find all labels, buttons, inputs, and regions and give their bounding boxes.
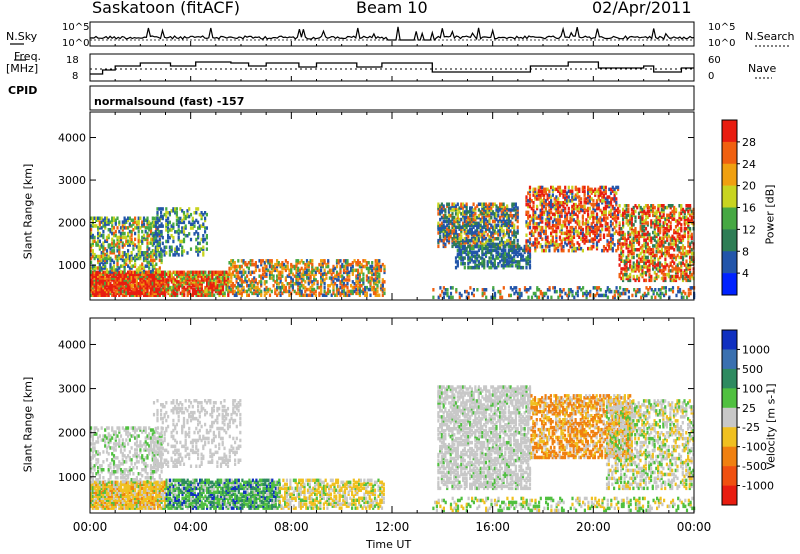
velocity-colorbar-swatch-1: [722, 349, 737, 370]
vel-blob-i: [432, 496, 696, 513]
vel-blob-a: [90, 480, 167, 510]
power-colorbar-ticklabel-1: 24: [742, 158, 756, 171]
power-blob-i: [618, 204, 695, 283]
cpid-value: normalsound (fast) -157: [94, 95, 245, 108]
noise-right-top: 10^5: [708, 22, 736, 33]
power-colorbar-ticklabel-3: 16: [742, 202, 756, 215]
velocity-colorbar-swatch-0: [722, 330, 737, 350]
freq-left-bottom: 8: [72, 71, 79, 82]
power-colorbar-ticklabel-5: 8: [742, 245, 749, 258]
velocity-colorbar-ticklabel-3: 25: [742, 402, 756, 415]
ytick-label-0-2: 3000: [58, 174, 86, 187]
velocity-colorbar-swatch-6: [722, 446, 737, 467]
velocity-colorbar-ticklabel-6: -500: [742, 460, 767, 473]
velocity-colorbar-swatch-8: [722, 485, 737, 506]
vel-blob-b: [90, 426, 163, 484]
xtick-label-5: 20:00: [576, 520, 611, 534]
power-colorbar-ticklabel-6: 4: [742, 267, 749, 280]
radar-title: Saskatoon (fitACF): [92, 0, 241, 17]
nave-label: Nave: [748, 62, 777, 75]
power-blob-b: [90, 216, 163, 274]
noise-line: [89, 26, 695, 42]
vel-blob-c: [165, 478, 281, 510]
cpid-label: CPID: [8, 84, 38, 97]
xtick-label-0: 00:00: [73, 520, 108, 534]
power-colorbar-ticklabel-2: 20: [742, 180, 756, 193]
cpid-frame: [89, 85, 695, 111]
xtick-label-1: 04:00: [173, 520, 208, 534]
noise-left-bottom: 10^0: [62, 38, 90, 49]
power-blob-a: [90, 270, 167, 297]
power-blob-g: [454, 244, 532, 270]
velocity-colorbar-ticklabel-5: -100: [742, 441, 767, 454]
power-blob-e: [152, 207, 208, 257]
freq-right-top: 60: [708, 55, 721, 66]
xtick-label-2: 08:00: [274, 520, 309, 534]
freq-left-top: 18: [66, 55, 79, 66]
ytick-label-1-1: 2000: [58, 427, 86, 440]
velocity-colorbar-swatch-5: [722, 427, 737, 447]
x-axis-label: Time UT: [366, 538, 412, 551]
power-colorbar-swatch-5: [722, 229, 737, 252]
power-colorbar-swatch-2: [722, 163, 737, 186]
power-blob-f: [437, 202, 519, 249]
velocity-colorbar-swatch-4: [722, 407, 737, 428]
velocity-colorbar-ticklabel-0: 1000: [742, 343, 770, 356]
power-blob-d: [228, 259, 386, 297]
power-blob-h: [525, 185, 620, 253]
vel-blob-h: [605, 399, 695, 491]
noise-left-top: 10^5: [62, 22, 90, 33]
power-colorbar-swatch-4: [722, 207, 737, 230]
noise-right-bottom: 10^0: [708, 38, 736, 49]
xtick-label-4: 16:00: [475, 520, 510, 534]
beam-title: Beam 10: [356, 0, 428, 17]
nsearch-label: N.Search: [745, 30, 795, 43]
velocity-colorbar-ticklabel-2: 100: [742, 382, 763, 395]
freq-line: [90, 61, 694, 75]
ytick-label-0-1: 2000: [58, 217, 86, 230]
velocity-colorbar-swatch-7: [722, 466, 737, 486]
velocity-colorbar-ticklabel-4: -25: [742, 421, 760, 434]
velocity-colorbar-frame: [721, 329, 738, 506]
power-blob-c: [165, 270, 230, 297]
date-title: 02/Apr/2011: [592, 0, 692, 17]
power-colorbar-swatch-7: [722, 273, 737, 296]
vel-blob-d: [278, 478, 385, 510]
freq-unit-label: [MHz]: [6, 62, 39, 75]
power-colorbar-ticklabel-0: 28: [742, 136, 756, 149]
freq-right-bottom: 0: [708, 71, 715, 82]
xtick-label-6: 00:00: [677, 520, 712, 534]
ytick-label-1-2: 3000: [58, 383, 86, 396]
power-colorbar-swatch-1: [722, 141, 737, 165]
velocity-colorbar-ticklabel-1: 500: [742, 363, 763, 376]
power-colorbar-swatch-6: [722, 251, 737, 274]
ytick-label-0-0: 1000: [58, 259, 86, 272]
power-colorbar-swatch-0: [722, 120, 737, 143]
vel-blob-e: [152, 399, 242, 468]
ytick-label-0-3: 4000: [58, 132, 86, 145]
velocity-colorbar-ticklabel-7: -1000: [742, 480, 774, 493]
power-blob-j: [432, 286, 696, 300]
xtick-label-3: 12:00: [375, 520, 410, 534]
velocity-colorbar-swatch-3: [722, 388, 737, 409]
vel-blob-f: [437, 385, 532, 491]
power-colorbar-ticklabel-4: 12: [742, 223, 756, 236]
velocity-colorbar-swatch-2: [722, 368, 737, 389]
nsky-label: N.Sky: [6, 30, 38, 43]
vel-blob-g: [530, 394, 633, 460]
ytick-label-1-3: 4000: [58, 338, 86, 351]
ytick-label-1-0: 1000: [58, 471, 86, 484]
power-colorbar-swatch-3: [722, 185, 737, 208]
